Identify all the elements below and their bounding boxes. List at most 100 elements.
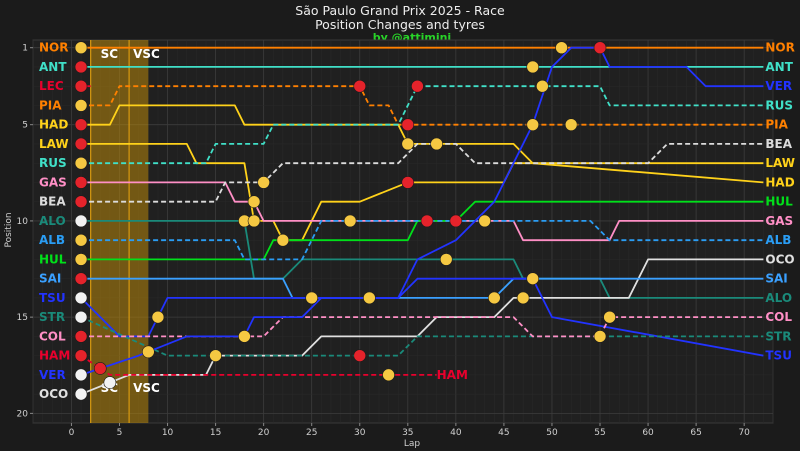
x-tick-label: 10 [162,428,174,438]
x-tick-label: 65 [690,428,701,438]
start-label-bea: BEA [39,195,66,209]
tyre-marker-nor [555,41,568,54]
tyre-marker-bea [74,195,88,208]
start-label-nor: NOR [39,41,68,55]
start-label-sai: SAI [39,272,61,286]
tyre-marker-gas [420,214,434,228]
start-label-alo: ALO [39,214,66,228]
x-tick-label: 35 [402,428,413,438]
tyre-marker-bea [257,176,270,189]
start-label-tsu: TSU [39,291,66,305]
finish-label-hul: HUL [765,195,793,209]
start-label-str: STR [39,310,65,324]
x-tick-label: 20 [258,428,270,438]
start-label-lec: LEC [39,79,64,93]
tyre-marker-law [247,214,261,228]
finish-label-sai: SAI [765,272,787,286]
y-axis-label: Position [4,212,14,247]
finish-label-alb: ALB [765,233,791,247]
tyre-marker-hul [276,233,290,247]
tyre-marker-col [603,310,616,324]
tyre-marker-ver [526,118,540,131]
tyre-marker-tsu [74,291,88,305]
start-label-law: LAW [39,137,69,151]
series-line-hul [81,200,764,261]
tyre-marker-ver [593,41,607,54]
start-label-col: COL [39,329,66,343]
start-label-gas: GAS [39,175,67,189]
tyre-marker-ver [74,368,88,382]
start-label-ant: ANT [39,60,67,74]
tyre-marker-alo [439,253,453,266]
finish-label-oco: OCO [765,252,794,266]
finish-label-alo: ALO [765,291,792,305]
finish-label-gas: GAS [765,214,793,228]
safety-period-band [129,40,149,423]
tyre-marker-col [74,330,88,343]
finish-label-ant: ANT [765,60,793,74]
safety-label-bottom: VSC [133,381,160,395]
y-tick-label: 10 [17,217,29,227]
tyre-marker-str [593,330,607,343]
tyre-marker-str [353,349,367,362]
tyre-marker-ham [382,368,395,382]
safety-label-top: VSC [133,47,160,61]
y-tick-label: 1 [22,44,28,54]
series-line-had [81,104,764,184]
series-line-rus [81,85,764,165]
tyre-marker-hul [449,214,463,228]
start-label-had: HAD [39,118,68,132]
tyre-marker-gas [247,195,261,208]
finish-label-nor: NOR [765,41,794,55]
tyre-marker-tsu [526,272,540,285]
start-label-hul: HUL [39,252,67,266]
tyre-marker-lec [74,79,88,93]
tyre-marker-sai [74,272,88,285]
tyre-marker-nor [74,41,88,54]
tyre-marker-rus [536,79,549,93]
finish-label-tsu: TSU [765,349,792,363]
tyre-marker-had [401,137,415,151]
tyre-marker-pia [74,99,88,112]
finish-label-rus: RUS [765,98,793,112]
finish-label-pia: PIA [765,118,788,132]
start-label-oco: OCO [39,387,68,401]
tyre-marker-rus [74,156,88,170]
start-label-rus: RUS [39,156,67,170]
y-tick-label: 20 [17,409,29,419]
x-tick-label: 0 [69,428,75,438]
finish-label-bea: BEA [765,137,792,151]
tyre-marker-pia [401,118,415,131]
tyre-marker-alb [478,214,491,228]
x-tick-label: 5 [117,428,123,438]
x-tick-label: 25 [306,428,317,438]
tyre-marker-oco [103,376,117,389]
tyre-marker-bea [430,137,443,151]
finish-label-had: HAD [765,175,794,189]
tyre-marker-str [74,310,88,324]
series-line-gas [81,181,764,242]
y-tick-label: 15 [17,313,28,323]
start-label-ver: VER [39,368,66,382]
tyre-marker-alb [343,214,357,228]
tyre-marker-ham [74,349,88,362]
tyre-marker-ant [526,60,540,74]
tyre-marker-ham [93,362,107,375]
tyre-marker-tsu [363,291,376,305]
start-label-alb: ALB [39,233,65,247]
x-tick-label: 15 [210,428,221,438]
x-tick-label: 70 [738,428,750,438]
x-tick-label: 45 [498,428,509,438]
x-tick-label: 55 [594,428,605,438]
tyre-marker-lec [353,79,367,93]
start-label-ham: HAM [39,349,70,363]
tyre-marker-oco [209,349,222,362]
series-line-pia [81,85,764,126]
tyre-marker-alo [74,214,88,228]
start-label-pia: PIA [39,98,62,112]
series-line-ham [80,354,437,376]
series-line-alo [81,220,764,299]
series-line-bea [81,143,764,203]
tyre-marker-col [238,330,251,343]
